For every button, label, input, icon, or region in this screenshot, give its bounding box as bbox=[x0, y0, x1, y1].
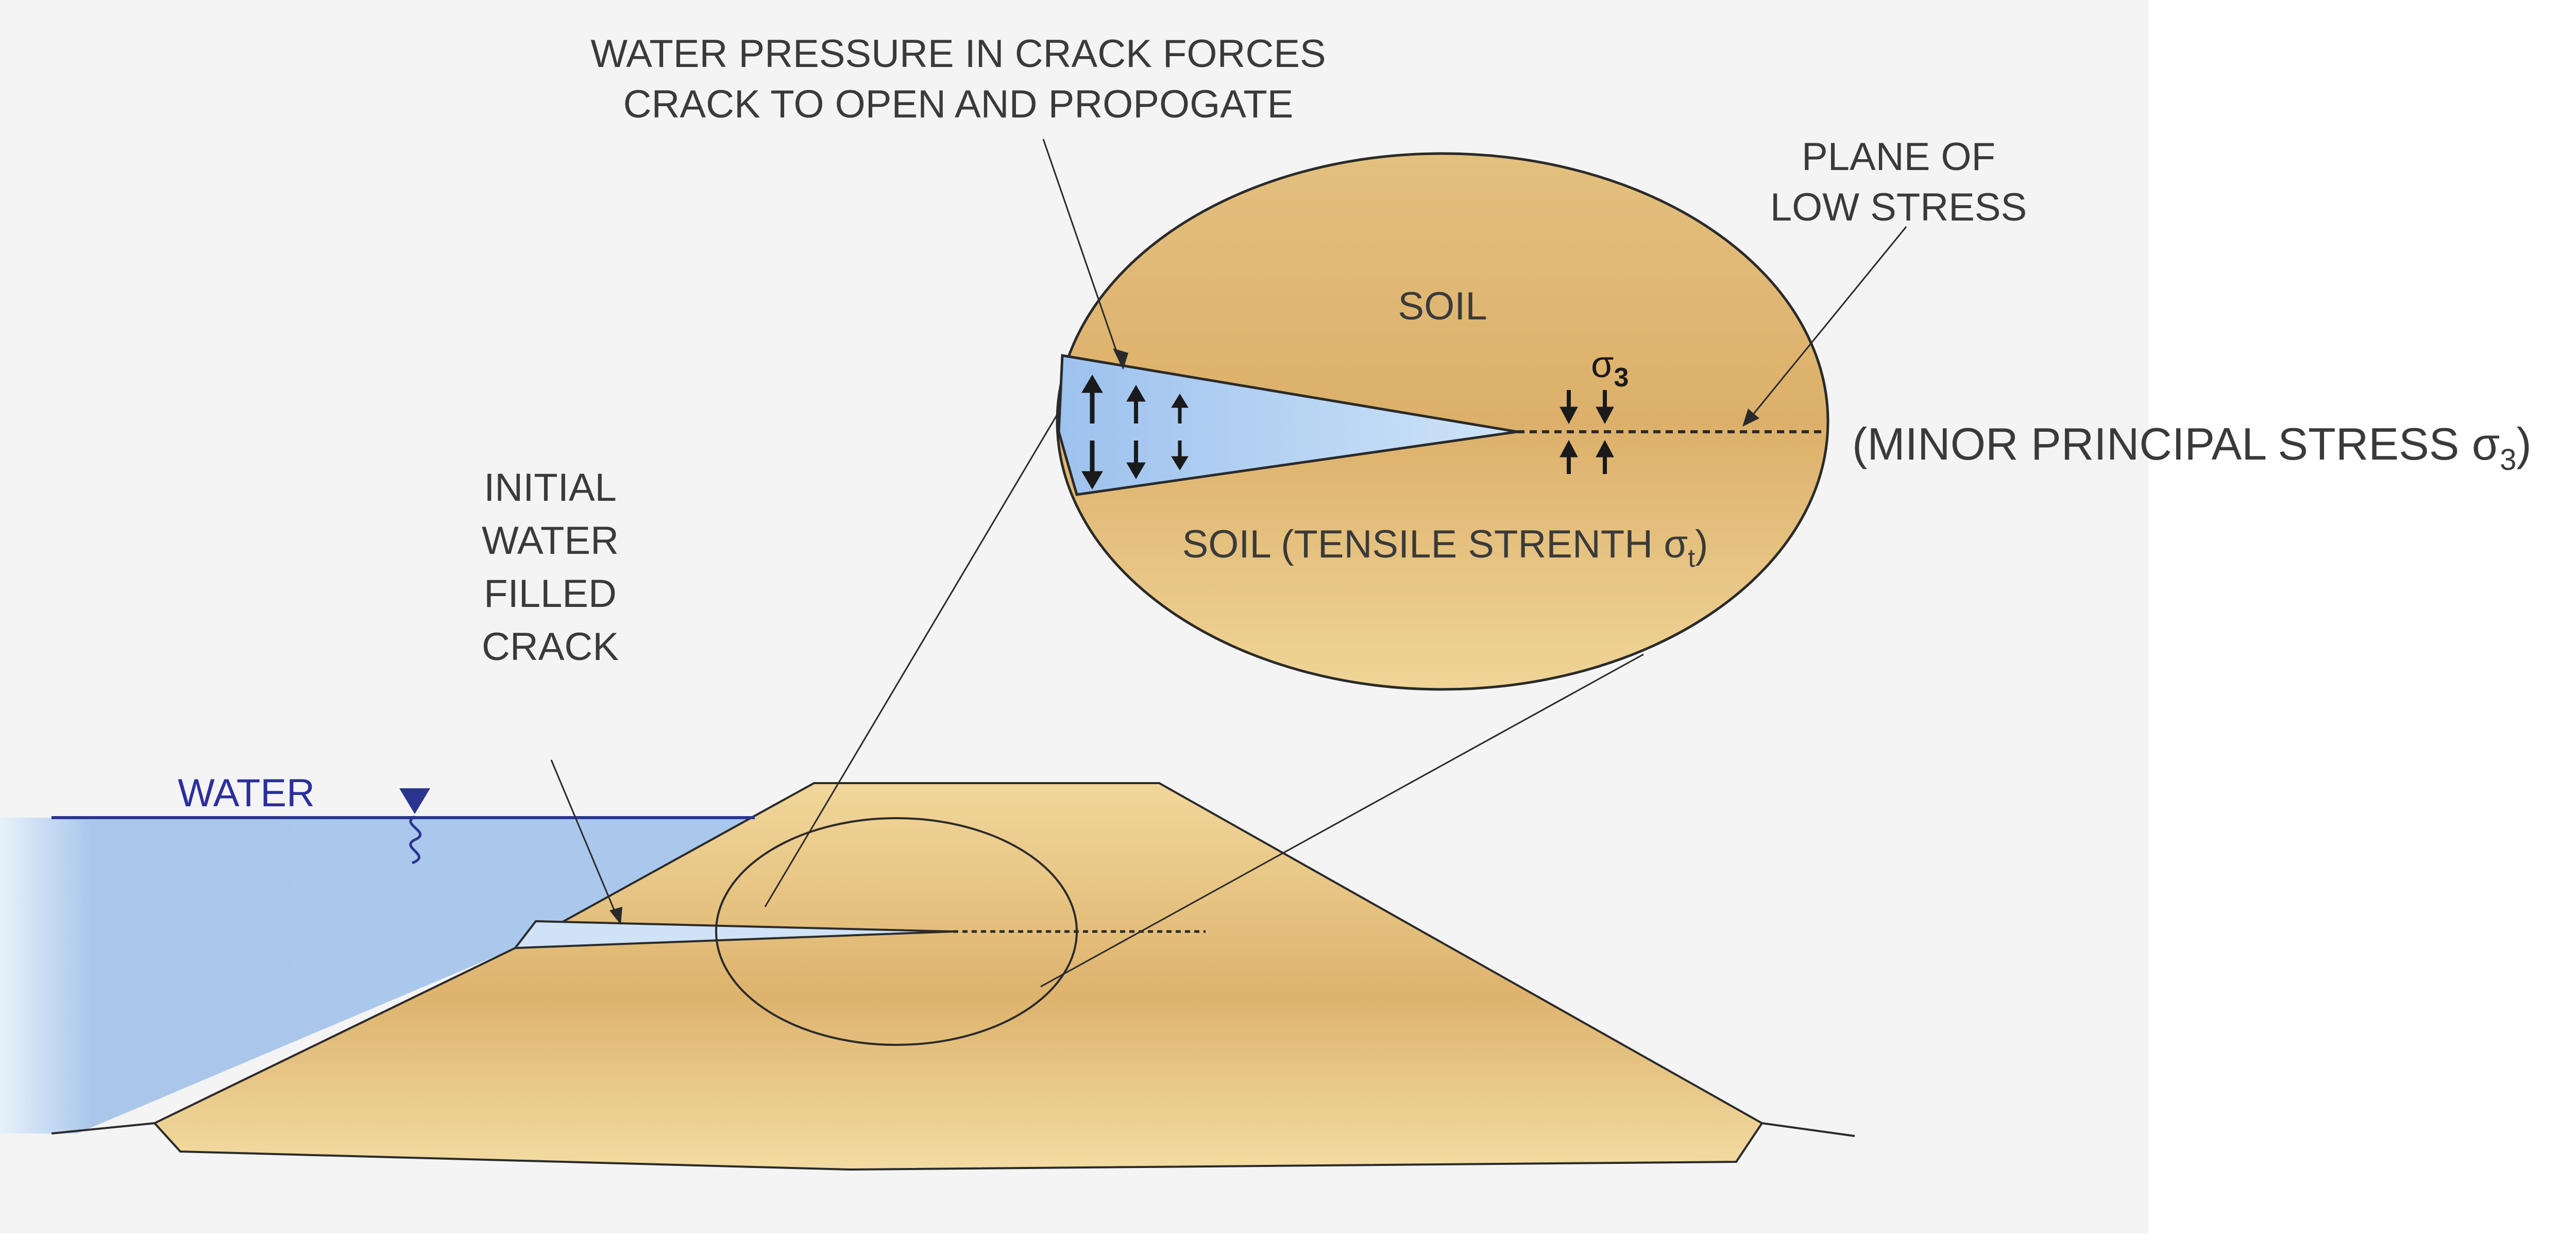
water-label: WATER bbox=[178, 771, 315, 815]
svg-text:INITIAL: INITIAL bbox=[484, 466, 617, 510]
arrow-icon bbox=[1081, 375, 1189, 489]
water-pressure-label-line2: CRACK TO OPEN AND PROPOGATE bbox=[623, 82, 1294, 126]
plane-of-low-stress-label-line2: LOW STRESS bbox=[1770, 185, 2027, 229]
svg-text:CRACK: CRACK bbox=[482, 625, 619, 669]
plane-of-low-stress-label-line1: PLANE OF bbox=[1802, 135, 1995, 179]
initial-crack-label: INITIAL WATER FILLED CRACK bbox=[482, 466, 619, 669]
initial-crack-pointer bbox=[550, 759, 622, 925]
minor-principal-stress-label: (MINOR PRINCIPAL STRESS σ3) bbox=[1852, 418, 2532, 477]
reservoir-water bbox=[0, 818, 755, 1133]
plane-low-stress-pointer bbox=[1742, 226, 1907, 427]
ground-line-left bbox=[51, 1122, 155, 1135]
connector-line-upper bbox=[764, 355, 1093, 907]
dam-crack bbox=[513, 920, 1206, 950]
soil-top-label: SOIL bbox=[1398, 284, 1487, 328]
soil-tensile-label: SOIL (TENSILE STRENTH σt) bbox=[1182, 522, 1708, 572]
detail-circle bbox=[715, 817, 1078, 1046]
water-pressure-pointer bbox=[1042, 139, 1128, 370]
magnified-detail: σ3 SOIL SOIL (TENSILE STRENTH σt) bbox=[1056, 152, 1829, 691]
water-pressure-label-line1: WATER PRESSURE IN CRACK FORCES bbox=[590, 32, 1326, 76]
sigma3-label: σ3 bbox=[1591, 344, 1629, 393]
sigma3-arrows bbox=[1560, 390, 1614, 474]
ground-line-right bbox=[1761, 1122, 1855, 1137]
svg-text:WATER: WATER bbox=[482, 519, 619, 563]
inverted-triangle-icon bbox=[399, 788, 430, 865]
svg-text:FILLED: FILLED bbox=[484, 572, 617, 616]
connector-line-lower bbox=[1040, 653, 1644, 988]
